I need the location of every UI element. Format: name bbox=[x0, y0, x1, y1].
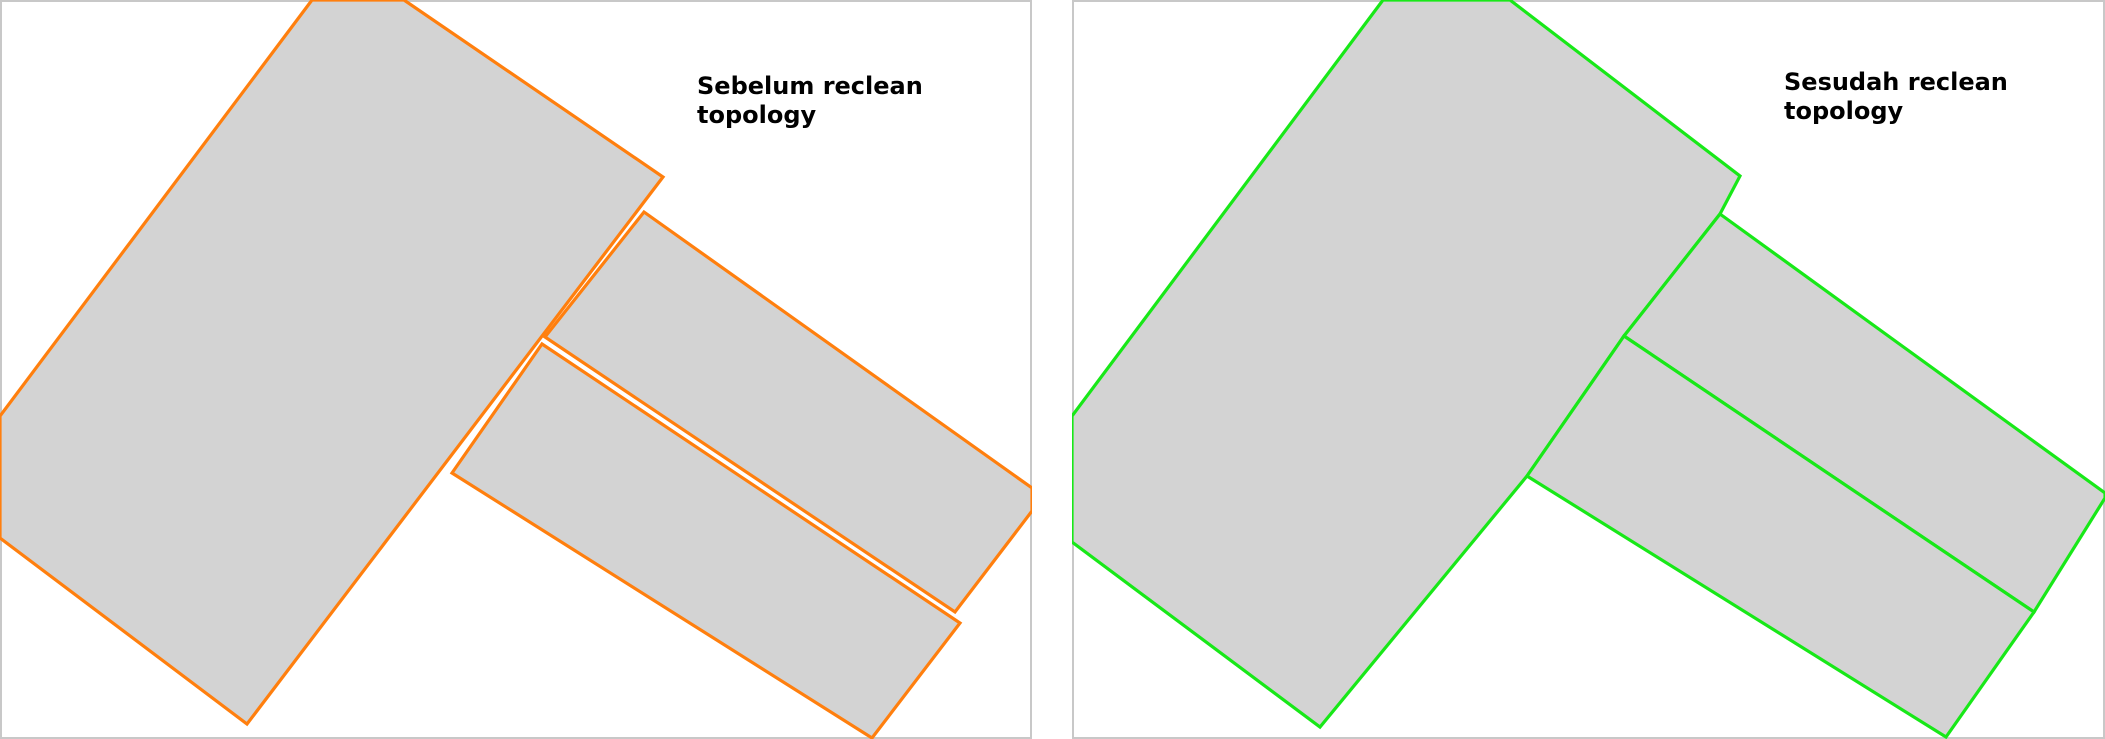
map-after bbox=[1072, 0, 2105, 739]
caption-after: Sesudah reclean topology bbox=[1784, 68, 2008, 125]
caption-before: Sebelum reclean topology bbox=[697, 72, 923, 129]
parcel-lower-strip bbox=[1524, 333, 2037, 739]
map-before bbox=[0, 0, 1032, 739]
panel-after: Sesudah reclean topology bbox=[1072, 0, 2105, 739]
panel-frame bbox=[1072, 0, 2105, 739]
panel-frame bbox=[0, 0, 1032, 739]
parcel-upper-strip bbox=[542, 209, 1032, 615]
parcel-upper-strip bbox=[1621, 211, 2105, 615]
parcel-large bbox=[0, 0, 666, 727]
parcel-lower-strip bbox=[449, 341, 963, 739]
panel-before: Sebelum reclean topology bbox=[0, 0, 1032, 739]
